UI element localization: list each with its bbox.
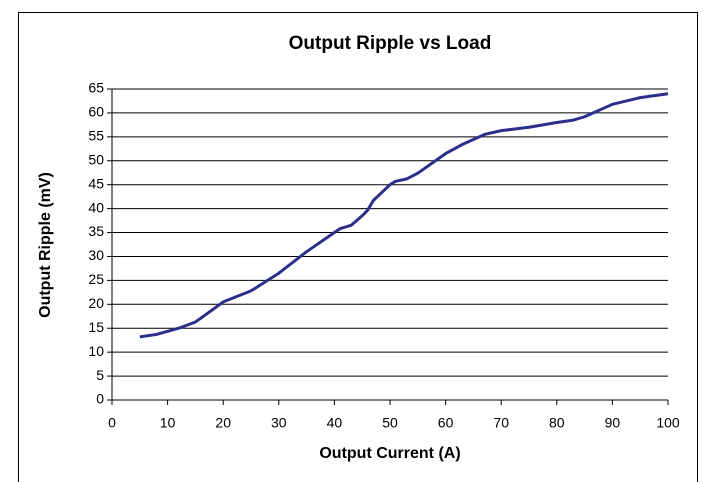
x-tick-label: 60 [438, 415, 454, 431]
x-tick-label: 20 [215, 415, 231, 431]
y-tick-label: 35 [88, 223, 104, 239]
y-tick-label: 60 [88, 104, 104, 120]
y-tick-label: 50 [88, 151, 104, 167]
y-axis-label: Output Ripple (mV) [37, 172, 54, 318]
x-tick-label: 90 [605, 415, 621, 431]
x-tick-label: 100 [656, 415, 680, 431]
x-tick-label: 30 [271, 415, 287, 431]
y-tick-label: 5 [96, 367, 104, 383]
chart-frame [18, 12, 698, 482]
y-tick-label: 0 [96, 391, 104, 407]
y-tick-label: 65 [88, 80, 104, 96]
y-tick-label: 25 [88, 271, 104, 287]
x-tick-label: 40 [327, 415, 343, 431]
data-line [139, 92, 669, 339]
y-tick-label: 40 [88, 199, 104, 215]
y-tick-label: 20 [88, 295, 104, 311]
y-tick-label: 45 [88, 175, 104, 191]
y-tick-label: 55 [88, 128, 104, 144]
y-tick-label: 30 [88, 247, 104, 263]
x-tick-label: 80 [549, 415, 565, 431]
x-tick-label: 0 [108, 415, 116, 431]
y-tick-label: 15 [88, 319, 104, 335]
chart-title: Output Ripple vs Load [289, 33, 492, 54]
x-tick-label: 50 [382, 415, 398, 431]
x-axis-label: Output Current (A) [319, 445, 460, 462]
x-tick-label: 10 [160, 415, 176, 431]
x-tick-label: 70 [493, 415, 509, 431]
y-tick-label: 10 [88, 343, 104, 359]
